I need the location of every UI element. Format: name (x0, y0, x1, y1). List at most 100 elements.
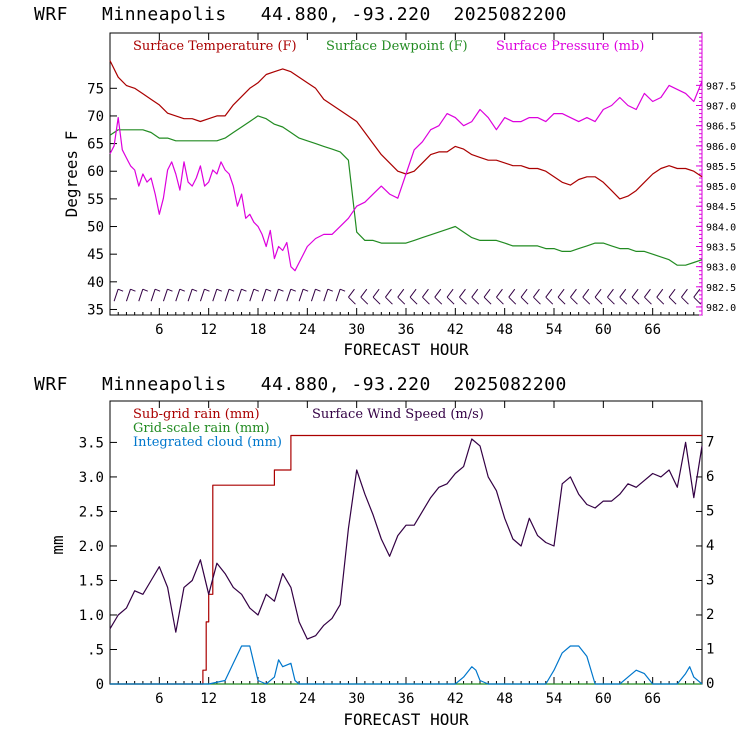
series-line-surface-pressure-mb (109, 81, 703, 272)
wind-barb (187, 288, 198, 302)
y-tick-label-right: 982.5 (706, 283, 736, 294)
y-tick-label-left: 50 (87, 220, 104, 236)
wind-barb (594, 288, 603, 305)
legend-surface-temperature: Surface Temperature (F) (133, 39, 297, 54)
panel1-x-axis-label: FORECAST HOUR (343, 340, 469, 359)
wind-barb (619, 288, 628, 305)
panel1-x-ticks: 6 12 18 24 30 36 42 48 54 60 66 (117, 33, 695, 338)
y-tick-label-right: 7 (706, 434, 714, 450)
wind-barb (372, 288, 381, 305)
wind-barb (668, 288, 677, 305)
wind-barb (483, 288, 492, 305)
x-tick-label: 18 (250, 322, 267, 338)
wind-barb (261, 288, 272, 302)
panel2-y-axis-label: mm (48, 535, 67, 554)
y-tick-label-left: 0 (96, 677, 104, 693)
y-tick-label-right: 986.5 (706, 122, 736, 133)
y-tick-label-right: 1 (706, 641, 714, 657)
y-tick-label-left: 1.0 (79, 608, 104, 624)
wind-barb (298, 288, 309, 302)
x-tick-label: 12 (200, 322, 217, 338)
x-tick-label: 48 (496, 691, 513, 707)
series-line-surface-dewpoint-f (109, 115, 703, 266)
wind-barb (162, 288, 173, 302)
wind-barb (508, 288, 517, 305)
y-tick-label-left: 35 (87, 302, 104, 318)
panel2-title: WRF Minneapolis 44.880, -93.220 20250822… (34, 374, 567, 395)
wind-barb (360, 288, 369, 305)
y-tick-label-left: 70 (87, 109, 104, 125)
x-tick-label: 60 (595, 322, 612, 338)
y-tick-label-left: 55 (87, 192, 104, 208)
wind-barb (385, 288, 393, 305)
wind-barb (533, 288, 541, 305)
wind-barb (557, 288, 566, 305)
y-tick-label-left: 65 (87, 137, 104, 153)
x-tick-label: 36 (398, 691, 415, 707)
wind-barb (212, 288, 222, 302)
wind-barb (323, 288, 333, 302)
wind-barb (607, 288, 615, 305)
panel1-title: WRF Minneapolis 44.880, -93.220 20250822… (34, 4, 567, 25)
wind-barb (631, 288, 640, 305)
wind-barb (286, 288, 296, 302)
legend-grid-scale-rain: Grid-scale rain (mm) (133, 421, 270, 436)
legend-sub-grid-rain: Sub-grid rain (mm) (133, 407, 260, 422)
y-tick-label-right: 984.0 (706, 222, 736, 233)
wind-barb (545, 288, 554, 305)
y-tick-label-left: 45 (87, 247, 104, 263)
y-tick-label-left: 3.5 (79, 435, 104, 451)
series-line-surface-wind-speed-m-s (109, 438, 703, 640)
wind-barb (582, 288, 591, 305)
panel1-series (109, 60, 703, 272)
wind-barb (471, 288, 480, 305)
x-tick-label: 66 (644, 691, 661, 707)
panel1-y-axis-label: Degrees F (62, 131, 81, 218)
y-tick-label-right: 984.5 (706, 202, 736, 213)
wind-barb (434, 288, 443, 305)
wind-barb (199, 288, 210, 302)
x-tick-label: 66 (644, 322, 661, 338)
wind-barb (236, 288, 247, 302)
wind-barb (520, 288, 529, 305)
y-tick-label-left: .5 (87, 642, 104, 658)
y-tick-label-right: 983.0 (706, 263, 736, 274)
x-tick-label: 24 (299, 322, 316, 338)
wind-barb (310, 288, 321, 302)
wind-barbs (113, 288, 702, 305)
wind-barb (150, 288, 161, 302)
y-tick-label-left: 2.5 (79, 504, 104, 520)
legend-surface-pressure: Surface Pressure (mb) (496, 39, 644, 54)
y-tick-label-right: 982.0 (706, 303, 736, 314)
panel2-y-ticks-right: 0 1 2 3 4 5 6 7 (696, 434, 714, 692)
wind-barb (249, 288, 259, 302)
x-tick-label: 48 (496, 322, 513, 338)
wind-barb (446, 288, 455, 305)
y-tick-label-right: 987.0 (706, 102, 736, 113)
panel2-x-axis-label: FORECAST HOUR (343, 710, 469, 729)
x-tick-label: 60 (595, 691, 612, 707)
y-tick-label-right: 0 (706, 676, 714, 692)
series-line-surface-temperature-f (109, 60, 703, 200)
x-tick-label: 36 (398, 322, 415, 338)
temperature-pressure-panel: WRF Minneapolis 44.880, -93.220 20250822… (34, 4, 736, 359)
wind-barb (681, 288, 689, 305)
y-tick-label-right: 987.5 (706, 81, 736, 92)
legend-surface-dewpoint: Surface Dewpoint (F) (326, 39, 468, 54)
wind-barb (656, 288, 665, 305)
y-tick-label-right: 985.0 (706, 182, 736, 193)
panel1-y-ticks-right: 982.0 982.5 983.0 983.5 984.0 984.5 985.0 985.5… (696, 36, 736, 316)
y-tick-label-left: 1.5 (79, 573, 104, 589)
y-tick-label-right: 986.0 (706, 142, 736, 153)
wind-barb (273, 288, 284, 302)
series-line-sub-grid-rain-mm (110, 434, 702, 685)
y-tick-label-left: 2.0 (79, 539, 104, 555)
y-tick-label-left: 75 (87, 81, 104, 97)
wind-barb (348, 288, 356, 305)
precipitation-wind-panel: WRF Minneapolis 44.880, -93.220 20250822… (34, 374, 714, 729)
x-tick-label: 18 (250, 691, 267, 707)
wind-barb (113, 288, 124, 302)
y-tick-label-right: 985.5 (706, 162, 736, 173)
wind-barb (693, 288, 702, 305)
